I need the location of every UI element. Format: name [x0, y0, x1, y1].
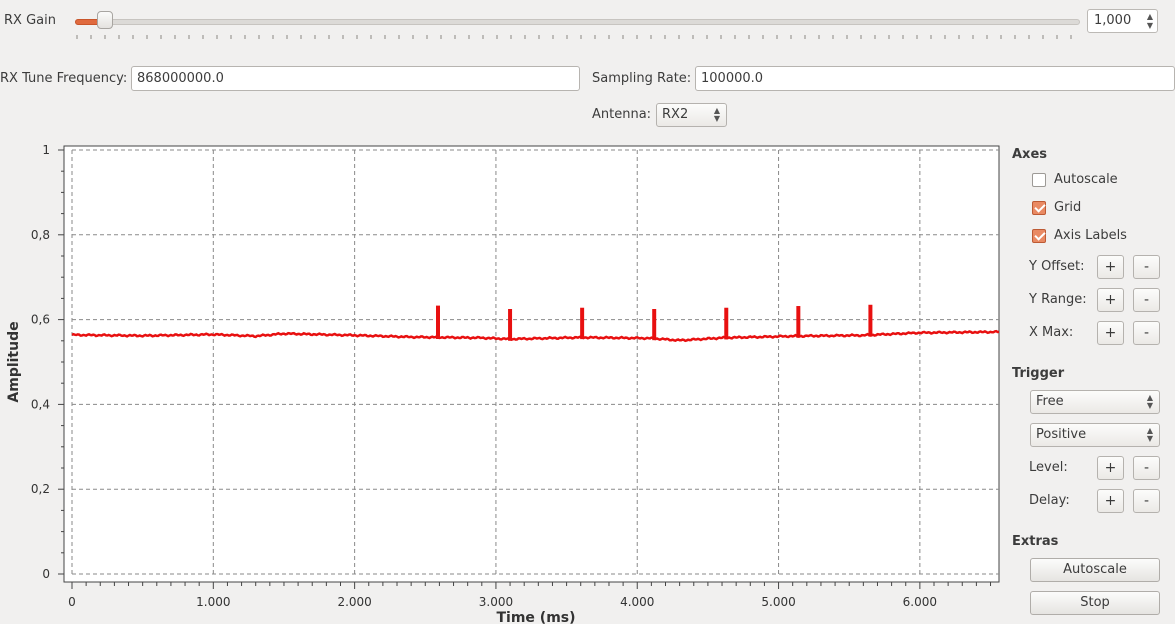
y-tick-label: 0,2: [31, 482, 50, 496]
autoscale-button[interactable]: Autoscale: [1030, 558, 1160, 582]
trigger-mode-value: Free: [1036, 394, 1064, 409]
axis-labels-check-label[interactable]: Axis Labels: [1054, 228, 1127, 243]
antenna-select[interactable]: RX2 ▲ ▼: [656, 103, 727, 127]
sampling-rate-value[interactable]: 100000.0: [701, 71, 764, 86]
tune-frequency-value[interactable]: 868000000.0: [137, 71, 224, 86]
rx-gain-spinbox[interactable]: 1,000 ▲ ▼: [1087, 9, 1158, 33]
delay-label: Delay:: [1029, 493, 1070, 508]
amplitude-trace: [71, 329, 1000, 343]
delay-minus-button[interactable]: -: [1133, 489, 1160, 513]
sampling-rate-label: Sampling Rate:: [592, 71, 692, 86]
x-tick-label: 2.000: [337, 595, 371, 609]
x-tick-label: 1.000: [196, 595, 230, 609]
autoscale-check-label[interactable]: Autoscale: [1054, 172, 1118, 187]
rx-gain-label: RX Gain: [4, 13, 56, 28]
y-offset-label: Y Offset:: [1029, 259, 1085, 274]
y-tick-label: 0: [42, 567, 50, 581]
grid-check-label[interactable]: Grid: [1054, 200, 1082, 215]
level-label: Level:: [1029, 460, 1068, 475]
slider-track[interactable]: [75, 19, 1080, 25]
time-domain-plot[interactable]: 0 0,2 0,4 0,6 0,8 1 0 1.000 2.000 3.000 4.000 5.000…: [0, 140, 1005, 624]
trigger-mode-select[interactable]: Free ▲ ▼: [1030, 390, 1160, 414]
chevron-updown-icon: ▲ ▼: [713, 106, 720, 123]
spin-arrows-icon[interactable]: ▲ ▼: [1146, 12, 1153, 30]
x-tick-label: 5.000: [761, 595, 795, 609]
x-tick-label: 3.000: [479, 595, 513, 609]
y-range-label: Y Range:: [1029, 292, 1087, 307]
x-max-minus-button[interactable]: -: [1133, 321, 1160, 345]
plot-axes: 0 0,2 0,4 0,6 0,8 1 0 1.000 2.000 3.000 4.000 5.000…: [31, 143, 992, 609]
x-tick-label: 6.000: [903, 595, 937, 609]
x-max-label: X Max:: [1029, 325, 1074, 340]
stop-button[interactable]: Stop: [1030, 591, 1160, 615]
y-tick-label: 0,4: [31, 397, 50, 411]
y-tick-label: 1: [42, 143, 50, 157]
sampling-rate-input[interactable]: 100000.0: [695, 66, 1175, 91]
antenna-value: RX2: [662, 107, 689, 122]
antenna-label: Antenna:: [592, 107, 652, 122]
grid-checkbox[interactable]: [1032, 201, 1046, 215]
rx-gain-value[interactable]: 1,000: [1094, 13, 1132, 28]
level-plus-button[interactable]: +: [1097, 456, 1124, 480]
trigger-section-title: Trigger: [1012, 366, 1065, 381]
chevron-updown-icon: ▲ ▼: [1146, 426, 1153, 443]
x-max-plus-button[interactable]: +: [1097, 321, 1124, 345]
x-tick-label: 4.000: [620, 595, 654, 609]
trigger-slope-select[interactable]: Positive ▲ ▼: [1030, 423, 1160, 447]
plot-grid: [71, 149, 999, 575]
tune-frequency-input[interactable]: 868000000.0: [131, 66, 580, 91]
y-offset-plus-button[interactable]: +: [1097, 255, 1124, 279]
extras-section-title: Extras: [1012, 534, 1059, 549]
slider-handle[interactable]: [97, 11, 114, 29]
x-axis-label: Time (ms): [496, 610, 575, 624]
x-tick-label: 0: [68, 595, 76, 609]
y-tick-label: 0,6: [31, 313, 50, 327]
slider-ticks: [76, 35, 1072, 39]
axes-section-title: Axes: [1012, 147, 1048, 162]
chevron-updown-icon: ▲ ▼: [1146, 393, 1153, 410]
level-minus-button[interactable]: -: [1133, 456, 1160, 480]
plot-traces: [71, 304, 1000, 343]
delay-plus-button[interactable]: +: [1097, 489, 1124, 513]
y-tick-label: 0,8: [31, 228, 50, 242]
y-range-plus-button[interactable]: +: [1097, 288, 1124, 312]
y-offset-minus-button[interactable]: -: [1133, 255, 1160, 279]
plot-area[interactable]: [63, 145, 1000, 583]
axis-labels-checkbox[interactable]: [1032, 229, 1046, 243]
autoscale-checkbox[interactable]: [1032, 173, 1046, 187]
tune-frequency-label: RX Tune Frequency:: [0, 71, 128, 86]
trigger-slope-value: Positive: [1036, 427, 1087, 442]
y-range-minus-button[interactable]: -: [1133, 288, 1160, 312]
y-axis-label: Amplitude: [6, 321, 22, 402]
